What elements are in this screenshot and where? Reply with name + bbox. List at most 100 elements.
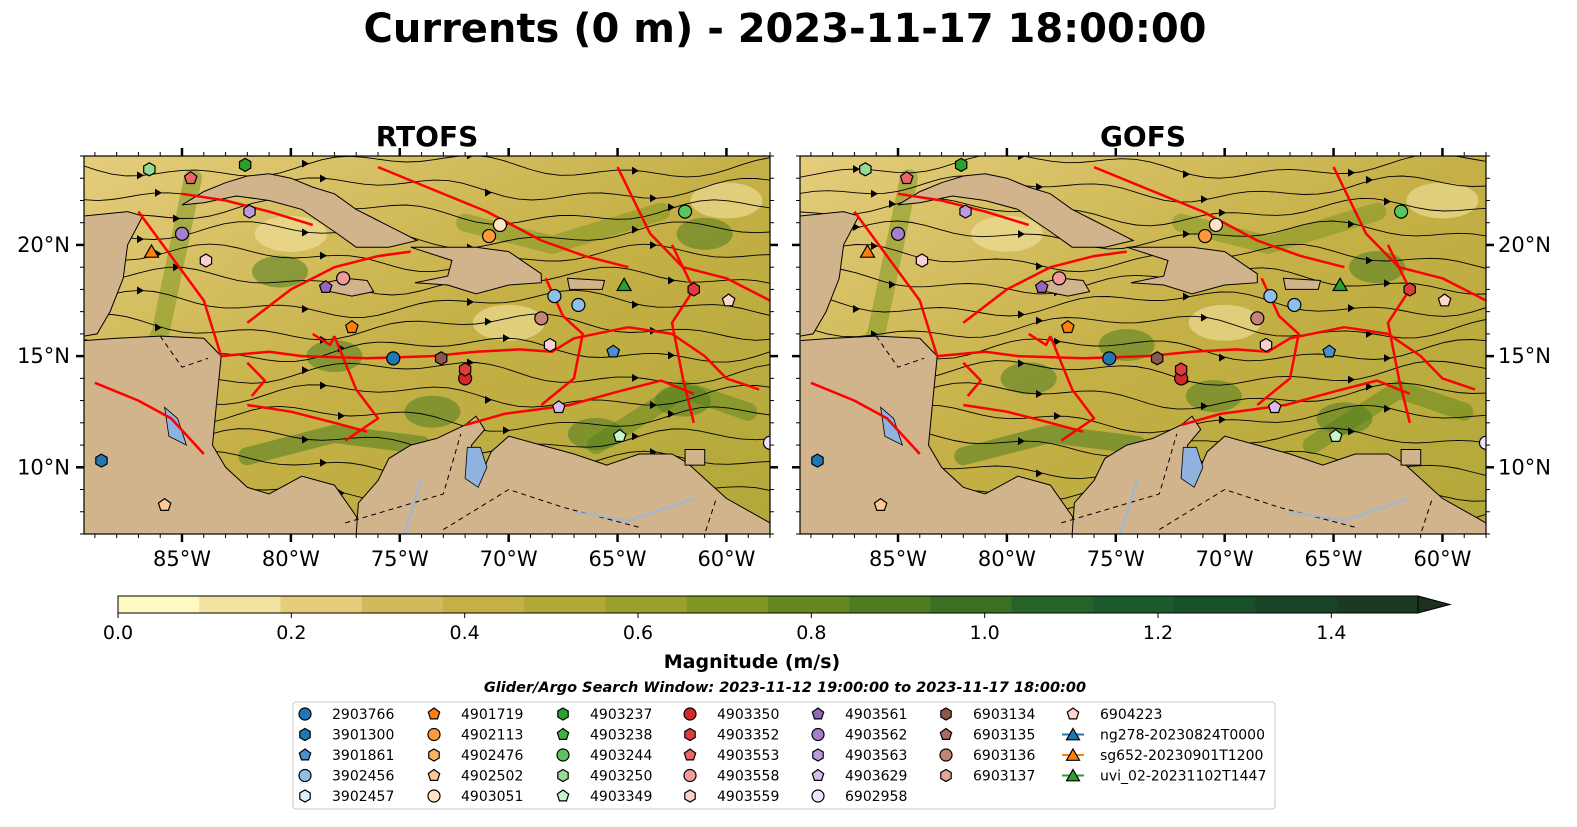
marker-3902456 [1263, 288, 1278, 304]
land-yucatan [84, 156, 144, 337]
land-trinidad [684, 449, 706, 466]
streamline [84, 289, 770, 318]
eez-boundary [810, 381, 921, 455]
streamline-arrow [889, 280, 896, 289]
axis-ticks [792, 148, 1494, 542]
colorbar-segment [849, 596, 932, 613]
streamline-arrow [1036, 183, 1043, 192]
marker-6902958 [1478, 435, 1486, 450]
streamline-arrow [503, 334, 510, 343]
marker-4903563 [959, 204, 972, 219]
eez-boundaries [810, 165, 1486, 455]
streamline-arrow [320, 381, 327, 390]
colorbar-segment [768, 596, 850, 613]
colorbar-tick-label: 1.4 [1316, 622, 1346, 644]
legend-item: 3901861 [298, 748, 394, 764]
streamline-arrow [467, 298, 474, 307]
legend-label: 6903136 [973, 748, 1035, 764]
marker-4903051 [492, 217, 508, 233]
streamline [84, 221, 770, 249]
observation-markers [811, 157, 1486, 511]
map-panel-gofs: 85°W 80°W 75°W 70°W 65°W 60°W 10°N 15°N 20°N [792, 148, 1551, 571]
streamline-arrow [173, 263, 180, 272]
marker-sg652-20230901T1200 [143, 243, 160, 258]
country-border [1420, 500, 1433, 534]
streamline-arrow [1219, 353, 1226, 362]
eez-boundary [377, 165, 629, 269]
legend-item: 6903135 [939, 728, 1035, 744]
legend-label: 4901719 [461, 707, 523, 723]
eez-boundary [540, 277, 584, 406]
legend-item: 6902958 [811, 789, 907, 805]
streamline-arrow [467, 156, 473, 160]
lon-tick-label: 85°W [153, 547, 211, 571]
lat-tick-label: 20°N [17, 233, 70, 257]
streamline-arrow [320, 251, 327, 260]
marker-4902113 [481, 228, 497, 244]
eez-boundary [1028, 332, 1052, 347]
colorbar-segment [1093, 596, 1175, 613]
observation-markers [95, 157, 770, 511]
streamline-arrow [1054, 337, 1061, 346]
streamline-arrow [137, 286, 144, 295]
land-trinidad [1400, 449, 1422, 466]
slow-current-patch [970, 215, 1043, 252]
colorbar-segment [1174, 596, 1257, 613]
land-puertorico [566, 277, 606, 290]
legend-label: 4903350 [717, 707, 779, 723]
legend-item: 6904223 [1066, 707, 1162, 723]
streamline-arrow [1219, 208, 1226, 217]
colorbar-segment [280, 596, 363, 613]
legend-marker [557, 707, 569, 721]
streamline-arrow [1348, 304, 1355, 313]
colorbar-segment [930, 596, 1013, 613]
legend-label: 4903238 [590, 728, 652, 744]
legend-label: 4903553 [717, 748, 779, 764]
streamline-arrow [302, 435, 309, 444]
colorbar: 0.0 0.2 0.4 0.6 0.8 1.0 1.2 1.4 [103, 595, 1452, 644]
streamline-arrow [632, 432, 639, 441]
legend-label: 4903559 [717, 789, 779, 805]
streamline-arrow [485, 395, 492, 404]
streamline-arrow [632, 300, 639, 309]
eez-boundary [246, 250, 411, 324]
marker-4903349 [1328, 428, 1343, 442]
lake-maracaibo [464, 446, 488, 488]
streamline-arrow [1183, 292, 1190, 301]
legend-item: 4903559 [684, 789, 779, 805]
streamline-arrow [1036, 469, 1043, 478]
land-cuba [897, 173, 1135, 248]
eez-boundary [137, 210, 223, 357]
lat-tick-label: 10°N [17, 455, 70, 479]
marker-3901861 [1322, 344, 1337, 358]
streamline-arrow [338, 411, 345, 420]
marker-4902502 [157, 497, 172, 511]
figure-title: Currents (0 m) - 2023-11-17 18:00:00 [364, 6, 1207, 52]
marker-4903250 [859, 162, 872, 177]
streamline-arrow [1018, 156, 1025, 161]
slow-current-patch [472, 304, 545, 341]
eez-boundary [1344, 325, 1476, 391]
streamline-arrow [1384, 197, 1391, 206]
colorbar-segment [443, 596, 525, 613]
map-frame [83, 155, 771, 535]
streamline-arrow [1054, 412, 1061, 421]
marker-4903250 [143, 162, 156, 177]
marker-4903352 [458, 362, 472, 377]
legend-label: 4903244 [590, 748, 652, 764]
legend-marker [298, 707, 312, 721]
colorbar-tick-label: 0.4 [450, 622, 480, 644]
country-border [345, 433, 462, 524]
search-window-text: Glider/Argo Search Window: 2023-11-12 19… [484, 680, 1086, 696]
legend-item: 4903352 [684, 728, 779, 744]
legend-frame [292, 701, 1276, 810]
legend-marker [811, 789, 825, 803]
streamline-arrow [1348, 375, 1355, 384]
streamline-arrow [155, 188, 162, 197]
legend-item: sg652-20230901T1200 [1062, 747, 1263, 764]
streamline-arrow [1018, 359, 1025, 368]
land-south [1071, 415, 1486, 534]
eez-boundary [1256, 277, 1300, 406]
colorbar-segment [199, 596, 282, 613]
streamline-arrow [503, 426, 510, 435]
